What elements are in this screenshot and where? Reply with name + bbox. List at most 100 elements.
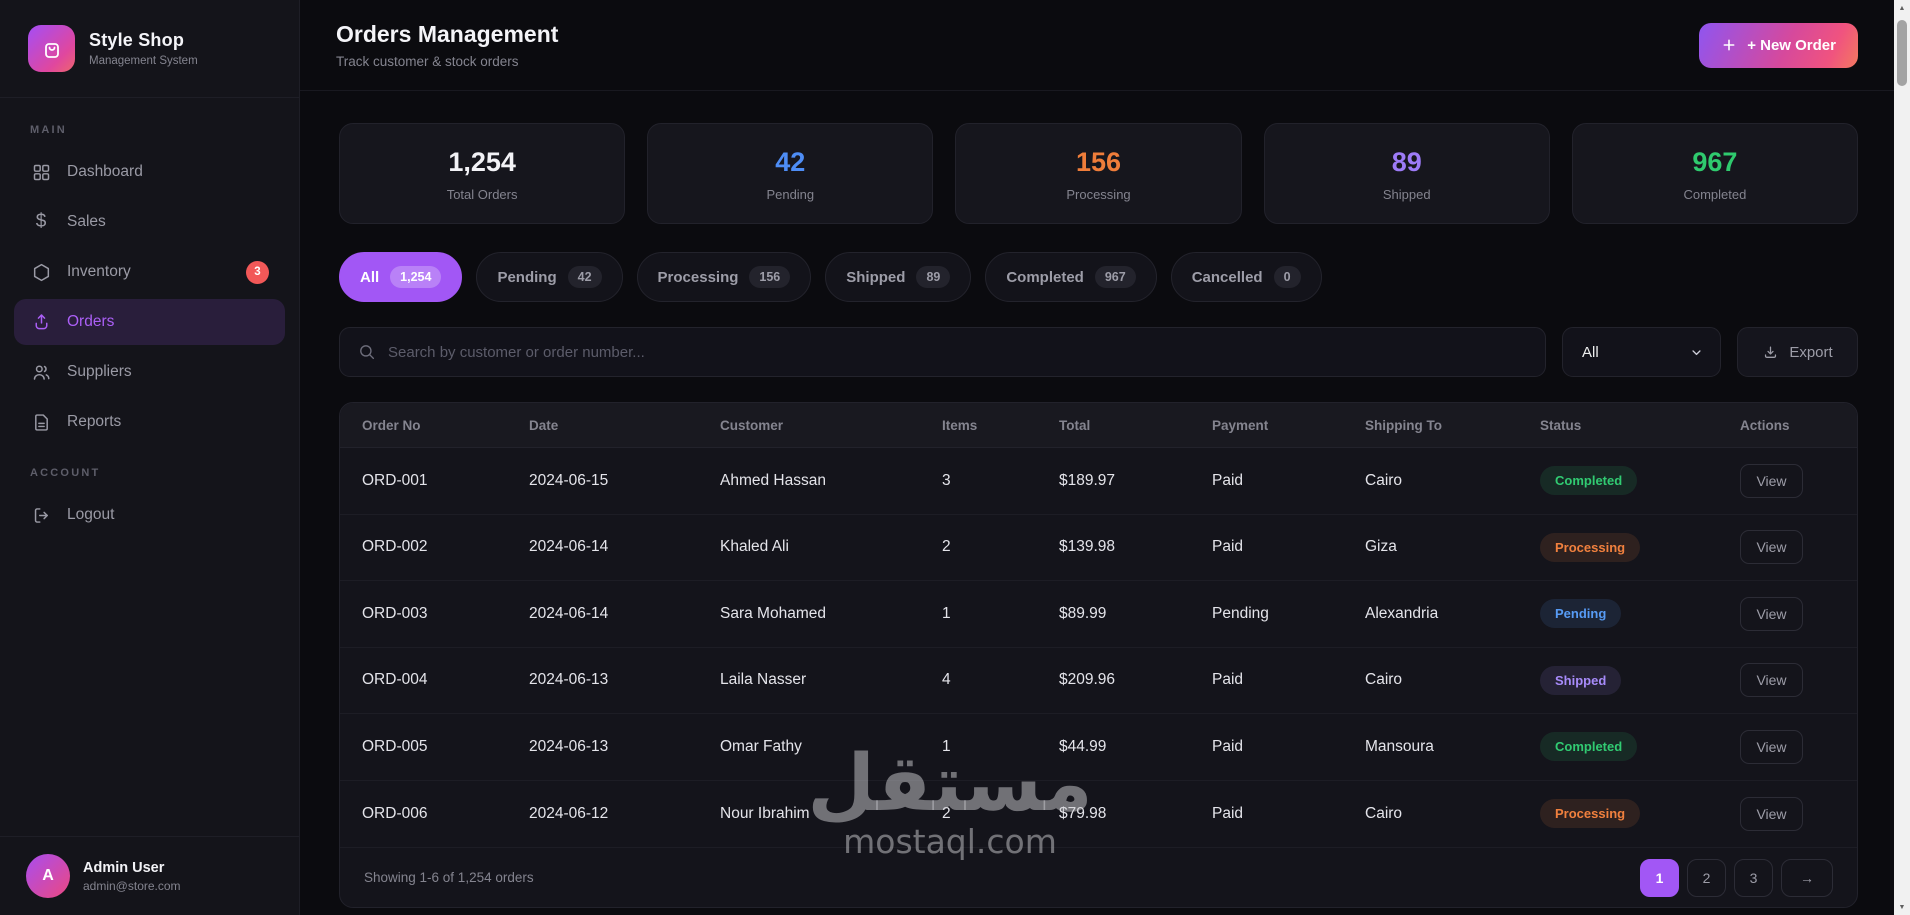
cell-payment: Paid	[1212, 471, 1244, 489]
filter-tab[interactable]: Completed 967	[985, 252, 1157, 302]
cell-date: 2024-06-13	[529, 671, 609, 689]
cell-customer: Khaled Ali	[720, 538, 789, 556]
filter-tab[interactable]: All 1,254	[339, 252, 463, 302]
cell-date: 2024-06-15	[529, 471, 609, 489]
export-label: Export	[1789, 343, 1833, 361]
cell-items: 2	[942, 804, 951, 822]
section-label-account: ACCOUNT	[30, 467, 101, 479]
status-badge: Completed	[1540, 732, 1638, 762]
sidebar-item[interactable]: $ Reports	[14, 399, 285, 445]
view-button[interactable]: View	[1740, 463, 1803, 498]
cell-total: $209.96	[1059, 671, 1116, 689]
column-header: Date	[529, 417, 559, 433]
cell-payment: Paid	[1212, 737, 1244, 755]
cell-date: 2024-06-13	[529, 737, 609, 755]
column-header: Customer	[720, 417, 784, 433]
filter-tab[interactable]: Processing 156	[636, 252, 812, 302]
showing-summary: Showing 1-6 of 1,254 orders	[364, 870, 534, 885]
status-badge: Processing	[1540, 532, 1641, 562]
scrollbar-down-arrow[interactable]: ▼	[1898, 903, 1906, 911]
stat-value: 89	[1391, 147, 1422, 177]
cell-date: 2024-06-12	[529, 804, 609, 822]
table-row: ORD-004 2024-06-13 Laila Nasser 4 $209.9…	[340, 648, 1857, 714]
status-badge: Processing	[1540, 799, 1641, 829]
sidebar-item[interactable]: $ Dashboard	[14, 149, 285, 195]
logout-icon	[34, 507, 48, 523]
export-button[interactable]: Export	[1737, 327, 1858, 377]
filter-tab[interactable]: Shipped 89	[825, 252, 972, 302]
page-button[interactable]: 2	[1687, 858, 1726, 897]
sidebar-item-logout[interactable]: Logout	[14, 492, 285, 538]
filter-tab-label: Processing	[657, 268, 739, 286]
status-badge: Completed	[1540, 466, 1638, 496]
filter-tab-label: Pending	[497, 268, 557, 286]
view-button[interactable]: View	[1740, 596, 1803, 631]
scrollbar-up-arrow[interactable]: ▲	[1898, 4, 1906, 12]
user-profile[interactable]: A Admin User admin@store.com	[0, 836, 299, 915]
filter-tab-label: All	[360, 268, 380, 286]
filter-tab[interactable]: Pending 42	[476, 252, 623, 302]
search-icon	[360, 345, 375, 360]
view-button[interactable]: View	[1740, 663, 1803, 698]
scrollbar-thumb[interactable]	[1897, 20, 1907, 86]
table-row: ORD-005 2024-06-13 Omar Fathy 1 $44.99 P…	[340, 714, 1857, 781]
filter-tab-label: Cancelled	[1191, 268, 1263, 286]
cell-total: $44.99	[1059, 737, 1107, 755]
cell-shipping-to: Cairo	[1365, 671, 1403, 689]
cell-payment: Paid	[1212, 671, 1244, 689]
view-button[interactable]: View	[1740, 729, 1803, 764]
sidebar-item[interactable]: $ Orders	[14, 299, 285, 345]
cell-items: 1	[942, 737, 951, 755]
status-filter-select[interactable]: All	[1562, 327, 1721, 377]
users-icon	[33, 364, 50, 380]
cell-items: 1	[942, 604, 951, 622]
search-input[interactable]	[388, 343, 1527, 361]
browser-scrollbar[interactable]: ▲ ▼	[1894, 0, 1910, 915]
orders-upload-icon	[35, 313, 47, 329]
table-body: ORD-001 2024-06-15 Ahmed Hassan 3 $189.9…	[340, 448, 1857, 847]
table-row: ORD-003 2024-06-14 Sara Mohamed 1 $89.99…	[340, 581, 1857, 648]
page-button[interactable]: 1	[1640, 858, 1679, 897]
sidebar-item-label: Orders	[67, 313, 115, 330]
page-button[interactable]: 3	[1734, 858, 1773, 897]
filter-tab-count: 967	[1094, 266, 1136, 288]
cell-customer: Omar Fathy	[720, 737, 802, 755]
sidebar-item-label: Sales	[67, 213, 106, 230]
cell-payment: Paid	[1212, 538, 1244, 556]
cell-customer: Ahmed Hassan	[720, 471, 826, 489]
cell-order-no: ORD-003	[362, 604, 428, 622]
cell-payment: Paid	[1212, 804, 1244, 822]
stat-label: Pending	[766, 187, 815, 202]
table-row: ORD-006 2024-06-12 Nour Ibrahim 2 $79.98…	[340, 781, 1857, 848]
shopping-bag-icon	[44, 42, 59, 58]
section-label-main: MAIN	[30, 124, 67, 136]
column-header: Items	[942, 417, 978, 433]
shopping-bag-logo	[28, 25, 75, 72]
filter-tab-count: 42	[567, 266, 602, 288]
column-header: Payment	[1212, 417, 1269, 433]
sidebar-item[interactable]: $ Suppliers	[14, 349, 285, 395]
table-header-row: Order No Date Customer Items Total Payment Shi…	[340, 403, 1857, 448]
page-button[interactable]: →	[1781, 858, 1833, 897]
sidebar-item[interactable]: $ Inventory 3	[14, 249, 285, 295]
cell-order-no: ORD-001	[362, 471, 428, 489]
column-header: Actions	[1740, 417, 1790, 433]
cell-customer: Sara Mohamed	[720, 604, 826, 622]
stat-label: Processing	[1066, 187, 1131, 202]
cell-items: 3	[942, 471, 951, 489]
page-title: Orders Management	[336, 21, 559, 47]
cell-total: $79.98	[1059, 804, 1107, 822]
cell-shipping-to: Giza	[1365, 538, 1397, 556]
sidebar-item[interactable]: $ Sales	[14, 199, 285, 245]
brand: Style Shop Management System	[0, 0, 299, 98]
view-button[interactable]: View	[1740, 796, 1803, 831]
sidebar-item-label: Inventory	[67, 263, 131, 280]
filter-tab[interactable]: Cancelled 0	[1170, 252, 1322, 302]
new-order-button[interactable]: + New Order	[1699, 22, 1858, 68]
view-button[interactable]: View	[1740, 530, 1803, 565]
cell-total: $89.99	[1059, 604, 1107, 622]
stat-card: 89 Shipped	[1263, 123, 1550, 224]
column-header: Total	[1059, 417, 1091, 433]
stat-card: 967 Completed	[1571, 123, 1859, 224]
cell-date: 2024-06-14	[529, 538, 609, 556]
